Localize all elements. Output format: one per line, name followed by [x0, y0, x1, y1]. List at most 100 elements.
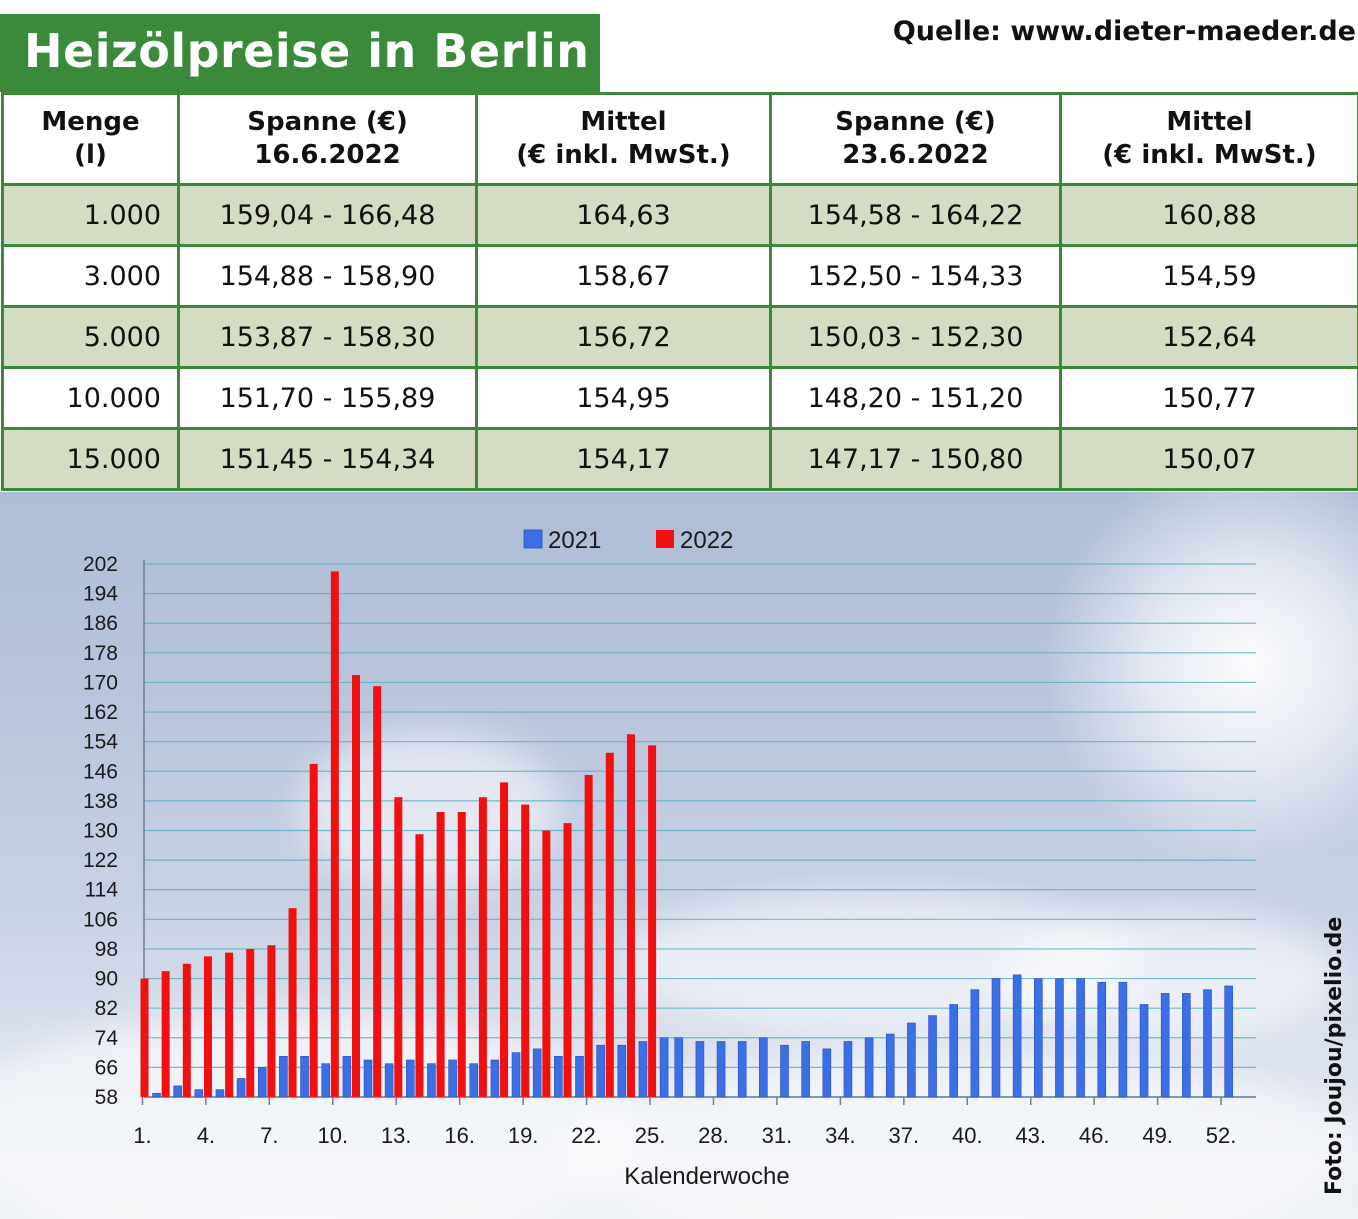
cell-menge: 3.000 [1, 244, 180, 308]
y-tick-label: 74 [95, 1027, 119, 1050]
bar-2021 [532, 1048, 542, 1098]
cell-mittel-2: 152,64 [1059, 305, 1358, 369]
bar-2022 [436, 811, 445, 1097]
bar-2021 [885, 1033, 895, 1098]
bar-2021 [575, 1055, 584, 1098]
bar-2022 [182, 963, 191, 1097]
cloud-decoration [300, 732, 560, 892]
x-tick-label: 10. [317, 1123, 348, 1148]
bar-2021 [1012, 974, 1022, 1098]
header-spanne-2: Spanne (€) 23.6.2022 [769, 92, 1062, 186]
x-tick-label: 40. [952, 1123, 983, 1148]
y-tick-label: 194 [83, 583, 118, 606]
x-tick-label: 1. [133, 1123, 151, 1148]
bar-2021 [427, 1063, 436, 1098]
cell-menge: 1.000 [1, 183, 180, 247]
x-tick-label: 28. [698, 1123, 729, 1148]
header-spanne-1: Spanne (€) 16.6.2022 [177, 92, 478, 186]
bar-2021 [970, 989, 980, 1098]
bar-2021 [1203, 989, 1212, 1098]
bar-2021 [759, 1037, 768, 1098]
source-label: Quelle: www.dieter-maeder.de [892, 16, 1356, 47]
photo-credit: Foto: Joujou/pixelio.de [1322, 916, 1347, 1195]
x-tick-label: 37. [889, 1123, 920, 1148]
y-tick-label: 130 [83, 820, 118, 843]
bar-2022 [521, 804, 530, 1097]
bar-2021 [674, 1037, 684, 1098]
header-menge: Menge (l) [1, 92, 180, 186]
bar-2021 [1182, 993, 1191, 1098]
bar-2021 [1160, 993, 1170, 1098]
cell-mittel-2: 154,59 [1059, 244, 1358, 308]
bar-2021 [342, 1055, 352, 1098]
header-mittel-1-line1: Mittel [580, 107, 667, 137]
bar-2021 [173, 1085, 182, 1098]
bar-chart: 58 66 74 82 90 98 106 114 122 130 138 146 154 162 170 1… [83, 527, 1256, 1190]
cell-mittel-1: 154,17 [475, 427, 772, 491]
cell-mittel-2: 160,88 [1059, 183, 1358, 247]
bar-2022 [626, 734, 635, 1097]
bar-2021 [554, 1055, 563, 1098]
cell-spanne-1: 159,04 - 166,48 [177, 183, 478, 247]
bar-2021 [695, 1041, 705, 1098]
bar-2021 [991, 978, 1001, 1098]
cell-spanne-1: 153,87 - 158,30 [177, 305, 478, 369]
y-tick-label: 162 [83, 701, 118, 724]
bar-2021 [638, 1041, 648, 1098]
bar-2022 [246, 948, 255, 1097]
price-table: Menge (l) Spanne (€) 16.6.2022 Mittel (€ in… [1, 92, 1358, 491]
page-title: Heizölpreise in Berlin [0, 14, 600, 92]
y-tick-label: 98 [95, 938, 118, 961]
cell-mittel-1: 154,95 [475, 366, 772, 430]
cell-mittel-2: 150,07 [1059, 427, 1358, 491]
bar-2021 [617, 1044, 627, 1098]
header-mittel-2-line1: Mittel [1166, 107, 1253, 137]
header-spanne-2-line2: 23.6.2022 [842, 140, 989, 170]
bar-2022 [267, 945, 276, 1097]
y-tick-label: 122 [83, 849, 118, 872]
y-tick-label: 170 [83, 671, 118, 694]
y-tick-label: 178 [83, 642, 118, 665]
bar-2021 [737, 1041, 747, 1098]
bar-2021 [236, 1078, 246, 1098]
x-tick-label: 19. [508, 1123, 539, 1148]
cell-spanne-2: 154,58 - 164,22 [769, 183, 1062, 247]
bar-2022 [373, 686, 382, 1097]
legend-swatch-2022 [656, 530, 674, 548]
bar-2021 [490, 1059, 500, 1098]
chart-panel: 58 66 74 82 90 98 106 114 122 130 138 146 154 162 170 1… [0, 492, 1358, 1219]
bar-2022 [225, 952, 234, 1097]
bar-2021 [384, 1063, 394, 1098]
x-tick-label: 22. [571, 1123, 602, 1148]
cell-spanne-1: 154,88 - 158,90 [177, 244, 478, 308]
bar-2021 [907, 1022, 916, 1098]
header-mittel-2-line2: (€ inkl. MwSt.) [1102, 140, 1317, 170]
cell-menge: 5.000 [1, 305, 180, 369]
x-tick-label: 25. [635, 1123, 666, 1148]
cell-mittel-1: 158,67 [475, 244, 772, 308]
bar-2022 [140, 978, 149, 1097]
bar-2021 [928, 1015, 937, 1098]
x-tick-label: 13. [381, 1123, 412, 1148]
bar-2021 [215, 1089, 225, 1098]
bar-2022 [605, 752, 614, 1097]
bar-2021 [1055, 978, 1064, 1098]
x-tick-label: 7. [260, 1123, 278, 1148]
bar-2022 [288, 908, 297, 1097]
bar-2021 [448, 1059, 457, 1098]
bar-2022 [309, 763, 318, 1097]
table-row: 1.000 159,04 - 166,48 164,63 154,58 - 16… [1, 183, 1358, 247]
bar-2021 [822, 1048, 832, 1098]
cloud-decoration [0, 1012, 640, 1219]
x-tick-label: 31. [762, 1123, 793, 1148]
bar-2022 [203, 956, 212, 1097]
bar-2021 [1034, 978, 1043, 1098]
bar-2022 [394, 797, 403, 1097]
bar-2021 [1097, 981, 1107, 1098]
header-spanne-1-line1: Spanne (€) [247, 107, 408, 137]
bar-2022 [648, 745, 657, 1097]
table-row: 3.000 154,88 - 158,90 158,67 152,50 - 15… [1, 244, 1358, 308]
bar-2022 [415, 834, 424, 1097]
header-mittel-2: Mittel (€ inkl. MwSt.) [1059, 92, 1358, 186]
x-axis-title: Kalenderwoche [624, 1163, 789, 1190]
